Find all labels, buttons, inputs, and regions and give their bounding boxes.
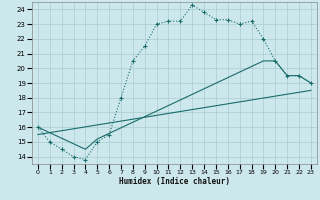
X-axis label: Humidex (Indice chaleur): Humidex (Indice chaleur) <box>119 177 230 186</box>
